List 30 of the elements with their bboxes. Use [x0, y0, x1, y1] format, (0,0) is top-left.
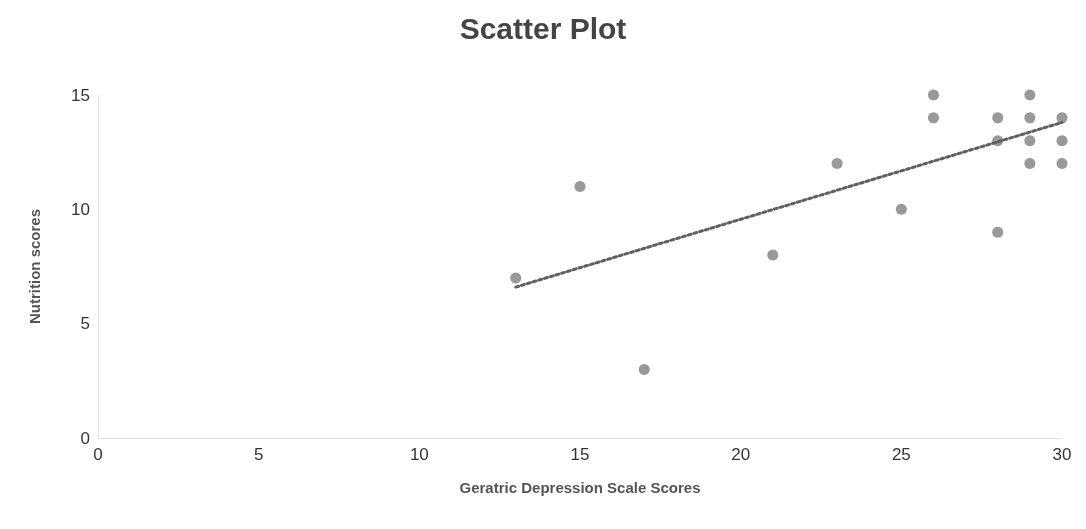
point — [831, 158, 843, 170]
point — [992, 112, 1004, 124]
y-tick-label: 10 — [71, 199, 90, 219]
point — [638, 363, 650, 375]
point — [927, 89, 939, 101]
point — [1056, 158, 1068, 170]
point — [992, 226, 1004, 238]
y-tick-label: 5 — [80, 314, 90, 334]
x-tick-label: 10 — [409, 445, 429, 464]
x-tick-label: 0 — [93, 445, 103, 464]
y-tick-label: 0 — [80, 428, 90, 448]
point — [927, 112, 939, 124]
point — [1024, 135, 1036, 147]
x-tick-label: 25 — [891, 445, 911, 464]
chart-title: Scatter Plot — [459, 11, 627, 45]
x-tick-label: 5 — [253, 445, 264, 464]
y-axis-title: Nutrition scores — [26, 208, 43, 325]
x-tick-label: 15 — [570, 445, 590, 464]
point — [1024, 112, 1036, 124]
point — [1024, 89, 1036, 101]
point — [1024, 158, 1036, 170]
point — [574, 180, 586, 192]
x-tick-label: 30 — [1052, 445, 1072, 464]
point — [895, 203, 907, 215]
x-tick-label: 20 — [731, 445, 751, 464]
x-axis-title: Geratric Depression Scale Scores — [459, 479, 701, 496]
point — [767, 249, 779, 261]
point — [510, 272, 522, 284]
point — [1056, 135, 1068, 147]
y-tick-label: 15 — [71, 85, 90, 105]
